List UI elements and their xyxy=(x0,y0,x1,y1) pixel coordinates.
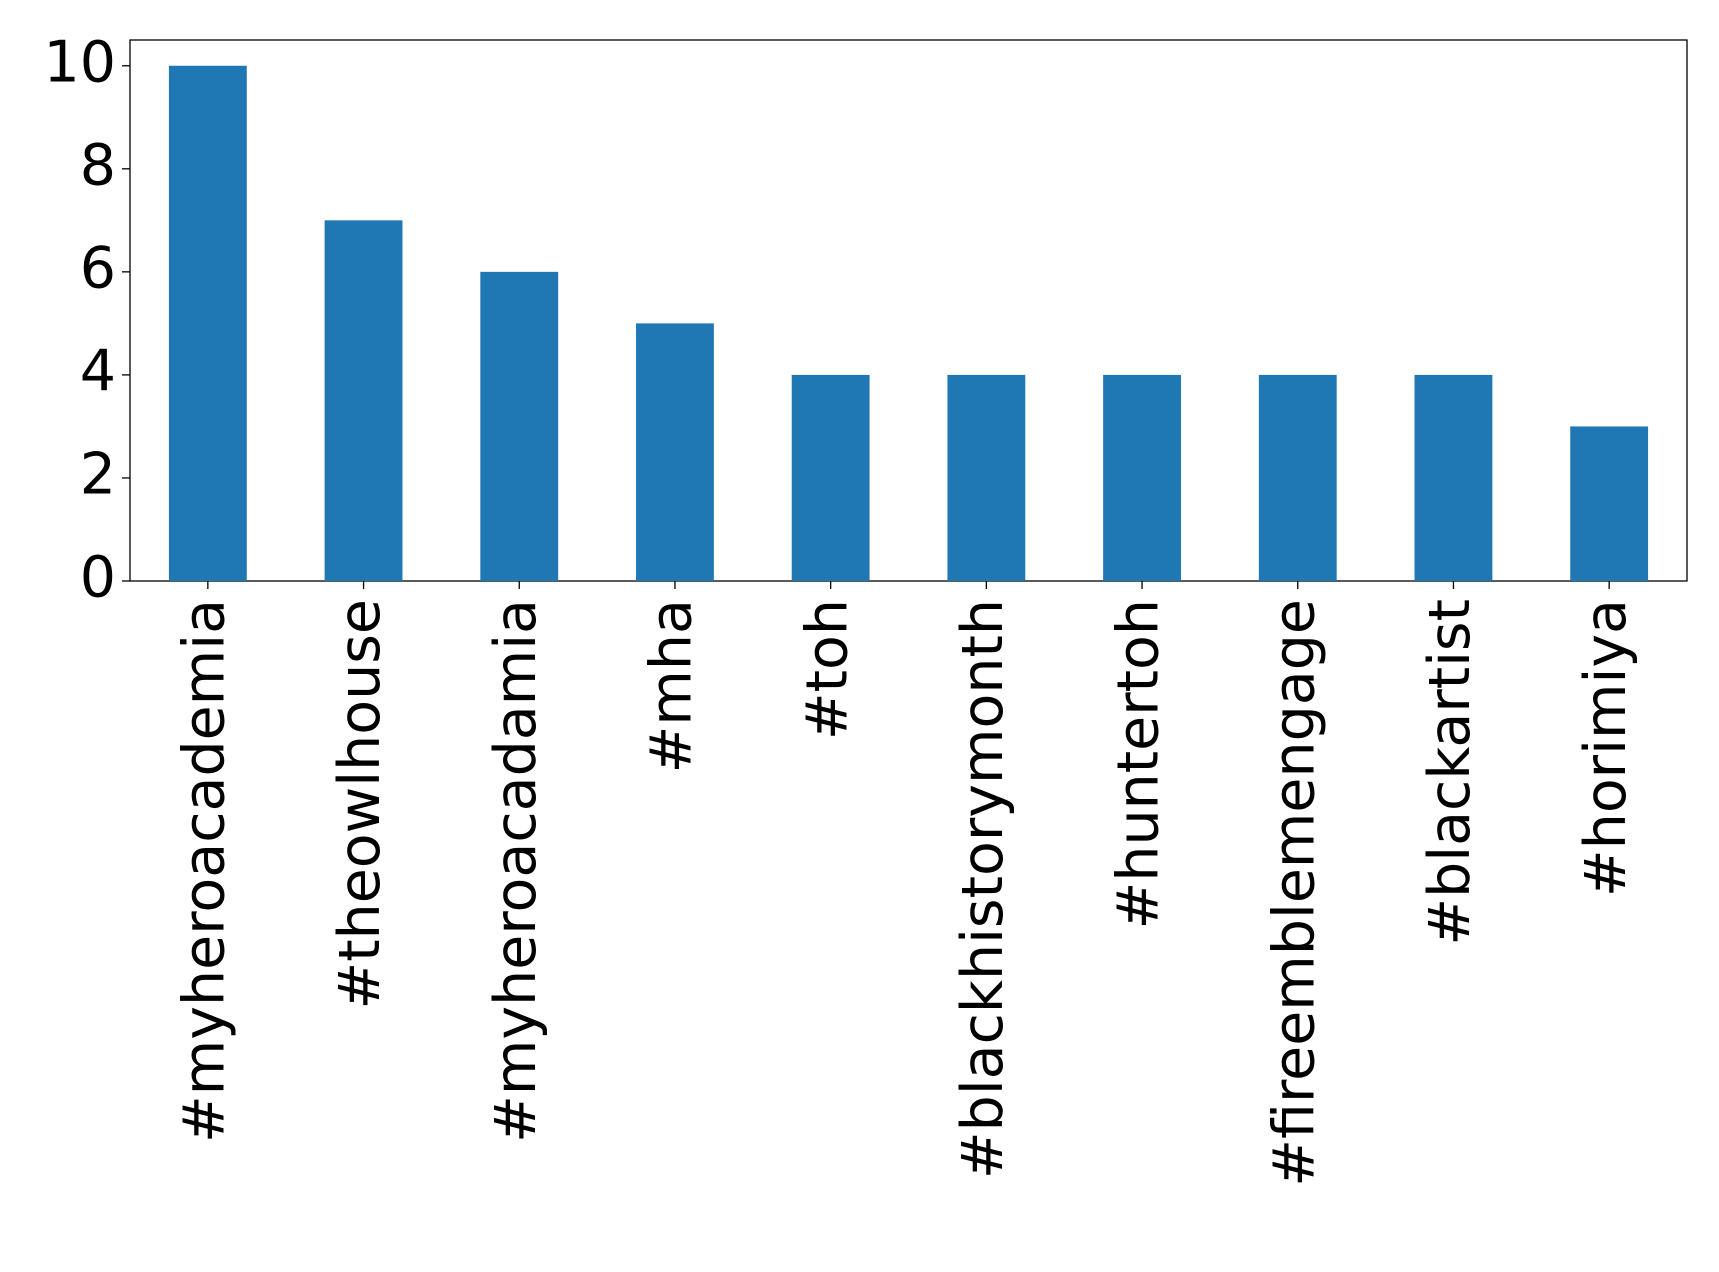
x-tick-label: #horimiya xyxy=(1573,599,1639,897)
y-tick-label: 8 xyxy=(80,132,116,198)
bar xyxy=(791,374,870,581)
plot-frame xyxy=(129,39,1688,582)
x-tick-label: #blackartist xyxy=(1417,599,1483,946)
x-tick-label: #fireemblemengage xyxy=(1261,599,1327,1187)
y-tick-label: 4 xyxy=(80,339,116,405)
x-tick-label: #blackhistorymonth xyxy=(950,599,1016,1179)
x-tick-label: #myheroacadamia xyxy=(483,599,549,1143)
x-tick-label: #huntertoh xyxy=(1106,599,1172,929)
y-tick-label: 6 xyxy=(80,235,116,301)
bar xyxy=(168,65,247,581)
bar xyxy=(636,323,714,581)
bar xyxy=(480,271,559,581)
y-tick-label: 0 xyxy=(80,545,116,611)
x-tick-label: #theowlhouse xyxy=(327,599,393,1010)
y-tick-label: 2 xyxy=(80,442,116,508)
x-tick-label: #toh xyxy=(794,599,860,740)
bar xyxy=(1258,374,1337,581)
x-tick-label: #mha xyxy=(639,599,705,773)
bar xyxy=(1570,426,1649,581)
y-tick-label: 10 xyxy=(43,29,116,95)
bar xyxy=(1414,374,1493,581)
x-tick-label: #myheroacademia xyxy=(171,599,237,1143)
bar xyxy=(324,220,403,582)
bar xyxy=(1103,374,1181,581)
bar xyxy=(947,374,1026,581)
